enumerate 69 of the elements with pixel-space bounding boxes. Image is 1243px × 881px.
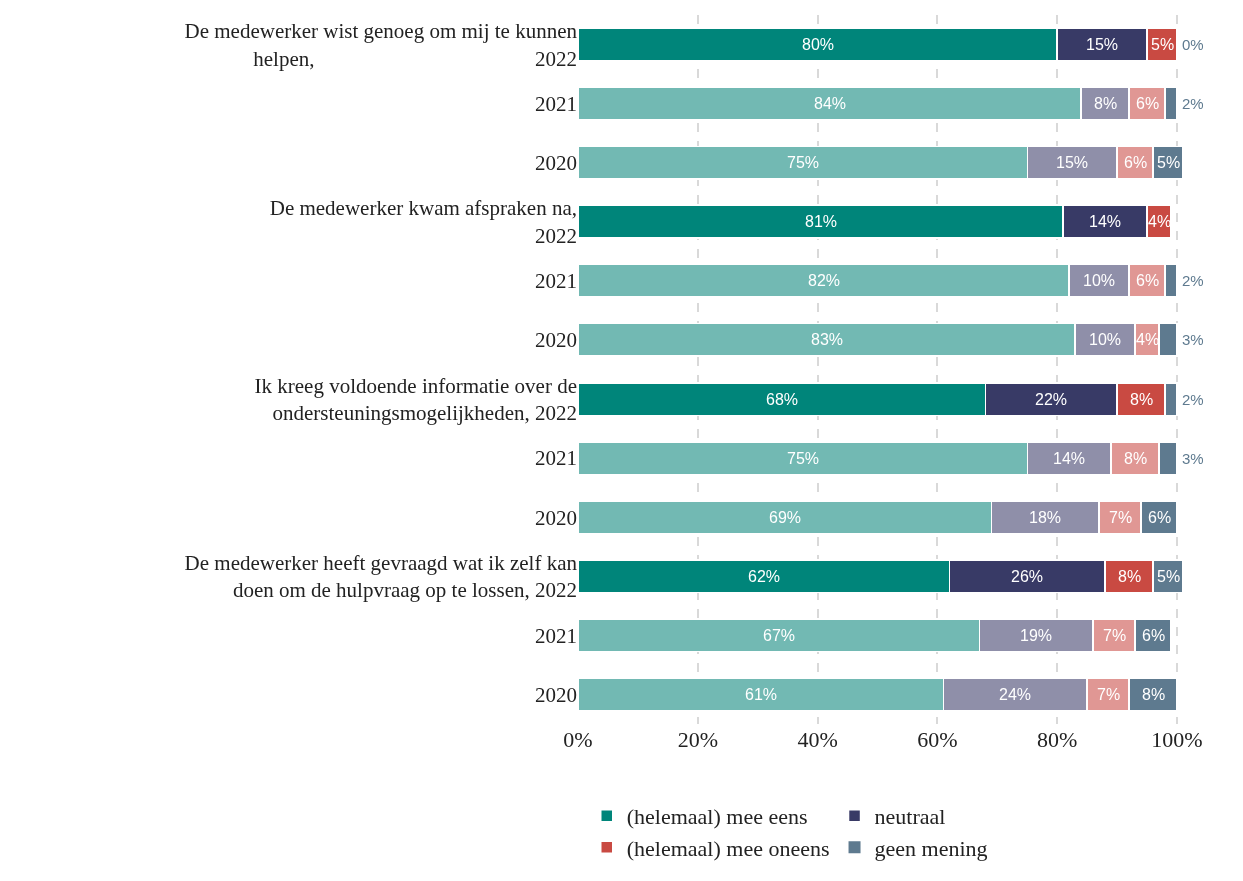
y-tick-label: 2020 [535, 328, 577, 353]
data-label: 7% [1103, 627, 1127, 644]
data-label: 69% [769, 509, 802, 526]
data-label: 3% [1182, 331, 1204, 348]
y-tick-label: 2021 [535, 623, 577, 648]
data-label: 4% [1148, 213, 1172, 230]
data-label: 24% [999, 686, 1032, 703]
data-label: 4% [1136, 331, 1160, 348]
data-label: 67% [763, 627, 796, 644]
data-label: 5% [1157, 568, 1181, 585]
data-label: 14% [1053, 450, 1086, 467]
data-label: 8% [1142, 686, 1166, 703]
y-tick-label: 2021 [535, 269, 577, 294]
data-label: 80% [802, 36, 835, 53]
legend-label: (helemaal) mee oneens [626, 835, 830, 861]
data-label: 68% [766, 391, 799, 408]
x-tick-label: 20% [677, 727, 718, 752]
x-tick-label: 100% [1151, 727, 1203, 752]
x-tick-label: 60% [917, 727, 958, 752]
data-label: 3% [1182, 450, 1204, 467]
data-label: 14% [1089, 213, 1122, 230]
data-label: 26% [1011, 568, 1044, 585]
y-tick-label: 2020 [535, 505, 577, 530]
data-label: 15% [1056, 154, 1089, 171]
y-tick-label: 2021 [535, 446, 577, 471]
y-tick-label: 2020 [535, 151, 577, 176]
data-label: 2% [1182, 391, 1204, 408]
data-label: 75% [787, 450, 820, 467]
data-label: 2% [1182, 95, 1204, 112]
y-tick-label: 2020 [535, 682, 577, 707]
data-label: 8% [1118, 568, 1142, 585]
data-label: 0% [1182, 36, 1204, 53]
data-label: 18% [1029, 509, 1062, 526]
data-label: 15% [1086, 36, 1119, 53]
data-label: 22% [1035, 391, 1068, 408]
x-tick-label: 80% [1037, 727, 1078, 752]
data-label: 83% [811, 331, 844, 348]
data-label: 8% [1124, 450, 1148, 467]
data-label: 75% [787, 154, 820, 171]
x-tick-label: 40% [797, 727, 838, 752]
y-tick-label: De medewerker wist genoeg om mij te kunnen helpen, 2022 [184, 19, 578, 71]
data-label: 8% [1094, 95, 1118, 112]
data-label: 5% [1157, 154, 1181, 171]
data-label: 6% [1148, 509, 1172, 526]
data-label: 6% [1136, 272, 1160, 289]
data-label: 19% [1020, 627, 1053, 644]
y-tick-label: Ik kreeg voldoende informatie over de ondersteuningsmogelijkheden, 2022 [254, 373, 577, 426]
data-label: 81% [805, 213, 838, 230]
legend-label: (helemaal) mee eens [626, 804, 808, 830]
data-label: 8% [1130, 391, 1154, 408]
y-tick-label: 2021 [535, 91, 577, 116]
data-label: 5% [1151, 36, 1175, 53]
data-label: 10% [1089, 331, 1122, 348]
data-label: 7% [1097, 686, 1121, 703]
data-label: 7% [1109, 509, 1133, 526]
legend-label: neutraal [874, 804, 946, 830]
legend-label: geen mening [874, 835, 988, 861]
data-label: 6% [1136, 95, 1160, 112]
data-label: 84% [814, 95, 847, 112]
data-label: 6% [1142, 627, 1166, 644]
data-label: 6% [1124, 154, 1148, 171]
y-tick-label: De medewerker heeft gevraagd wat ik zelf kan doen om de hulpvraag op te lossen, 2022 [184, 550, 578, 603]
data-label: 61% [745, 686, 778, 703]
x-tick-label: 0% [563, 727, 593, 752]
y-tick-label: De medewerker kwam afspraken na, 2022 [269, 196, 577, 248]
data-label: 2% [1182, 272, 1204, 289]
data-label: 82% [808, 272, 841, 289]
data-label: 62% [748, 568, 781, 585]
data-label: 10% [1083, 272, 1116, 289]
